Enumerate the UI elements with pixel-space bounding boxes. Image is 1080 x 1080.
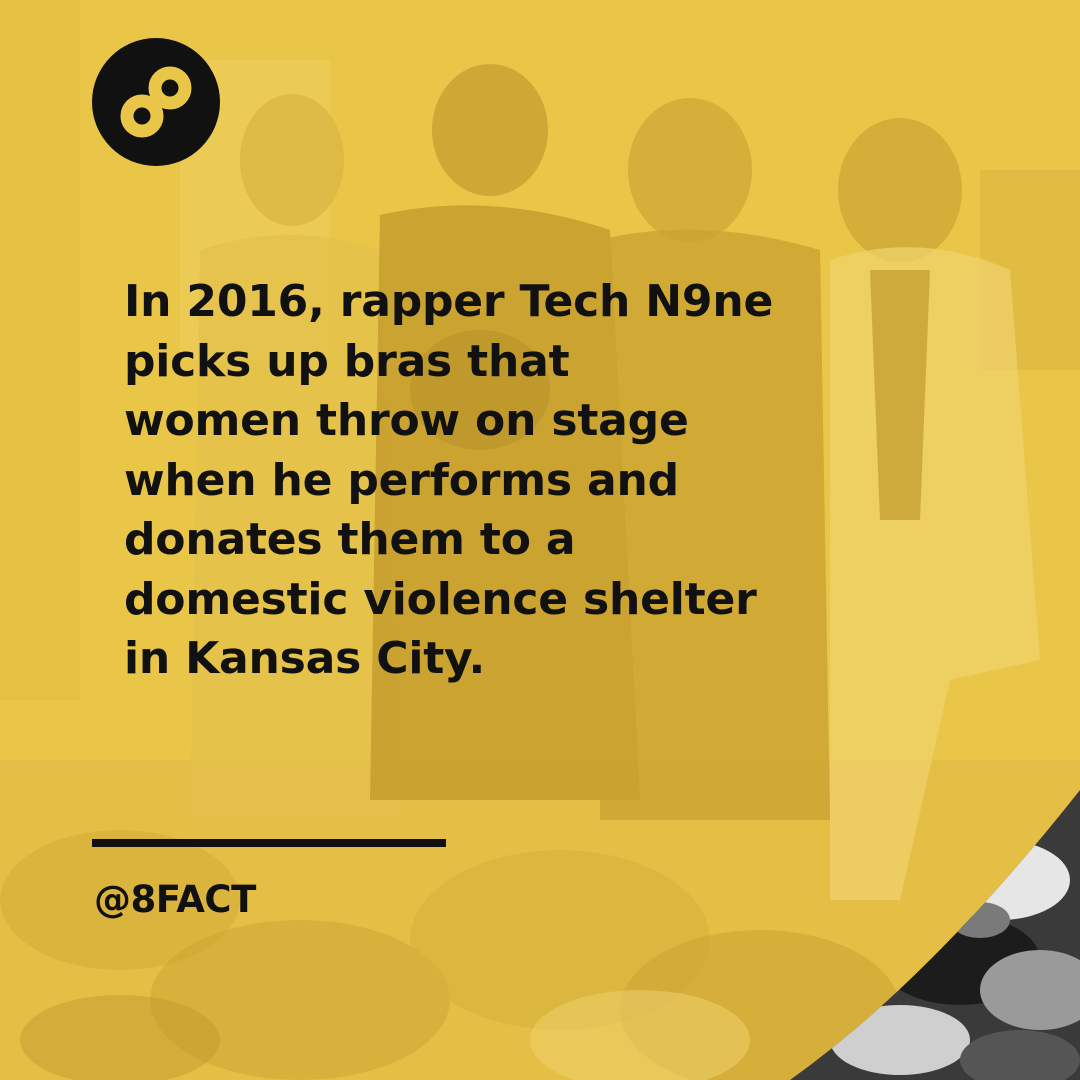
fact-line: in Kansas City. bbox=[124, 633, 485, 684]
divider-line bbox=[92, 839, 446, 847]
fact-line: donates them to a bbox=[124, 514, 576, 565]
brand-logo bbox=[92, 38, 220, 166]
fact-line: picks up bras that bbox=[124, 335, 570, 387]
fact-line: women throw on stage bbox=[124, 395, 689, 446]
fact-line: In 2016, rapper Tech N9ne bbox=[124, 276, 774, 327]
brand-handle: @8FACT bbox=[94, 878, 256, 921]
fact-line: domestic violence shelter bbox=[124, 573, 757, 625]
fact-line: when he performs and bbox=[124, 454, 679, 506]
infinity-eight-icon bbox=[120, 66, 192, 138]
fact-text: In 2016, rapper Tech N9ne picks up bras … bbox=[124, 272, 844, 689]
